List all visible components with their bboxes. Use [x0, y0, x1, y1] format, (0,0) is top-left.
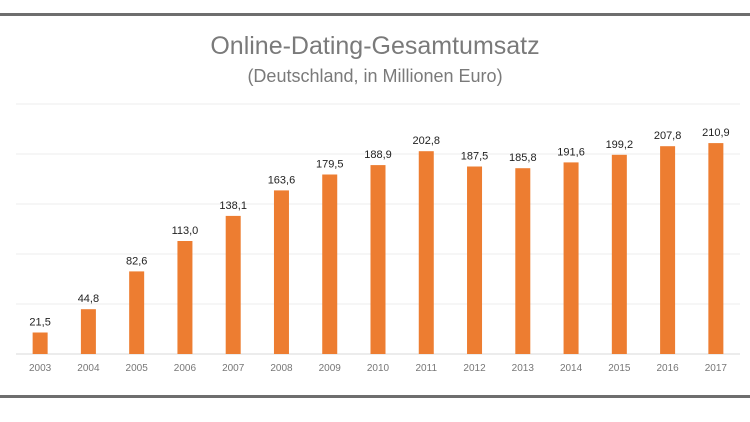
x-tick-label: 2006: [174, 363, 197, 374]
bar-2015: [611, 154, 627, 354]
x-tick-label: 2004: [77, 363, 100, 374]
top-divider: [0, 13, 750, 16]
data-label: 82,6: [126, 255, 147, 267]
bar-2007: [225, 215, 241, 354]
x-tick-label: 2003: [29, 363, 52, 374]
data-label: 199,2: [606, 139, 634, 151]
bar-2008: [273, 190, 289, 354]
bar-2004: [80, 309, 96, 354]
bar-2003: [32, 332, 48, 354]
x-tick-label: 2007: [222, 363, 245, 374]
bar-2010: [370, 165, 386, 354]
data-label: 179,5: [316, 159, 344, 171]
x-tick-label: 2013: [512, 363, 535, 374]
bar-2005: [129, 271, 145, 354]
data-label: 207,8: [654, 130, 682, 142]
data-label: 185,8: [509, 152, 537, 164]
bottom-divider: [0, 395, 750, 398]
bar-2013: [515, 168, 531, 354]
x-tick-label: 2009: [319, 363, 342, 374]
x-tick-label: 2015: [608, 363, 631, 374]
bar-2006: [177, 241, 193, 354]
data-label: 138,1: [219, 200, 247, 212]
x-tick-label: 2012: [463, 363, 486, 374]
data-label: 210,9: [702, 127, 730, 139]
data-label: 187,5: [461, 151, 489, 163]
chart-subtitle: (Deutschland, in Millionen Euro): [247, 66, 503, 86]
bar-2009: [322, 174, 338, 354]
x-tick-label: 2010: [367, 363, 390, 374]
x-tick-label: 2011: [416, 363, 438, 374]
data-label: 163,6: [268, 174, 296, 186]
x-tick-label: 2017: [705, 363, 728, 374]
data-label: 44,8: [78, 293, 99, 305]
bar-2017: [708, 143, 724, 354]
data-label: 191,6: [557, 146, 585, 158]
x-tick-label: 2016: [656, 363, 679, 374]
chart-title: Online-Dating-Gesamtumsatz: [210, 32, 540, 60]
data-label: 188,9: [364, 149, 392, 161]
x-tick-label: 2014: [560, 363, 583, 374]
bar-2016: [660, 146, 676, 354]
x-tick-label: 2008: [270, 363, 293, 374]
x-tick-label: 2005: [126, 363, 149, 374]
bar-2012: [467, 166, 483, 354]
bar-2011: [418, 151, 434, 354]
data-label: 113,0: [172, 225, 199, 237]
data-label: 21,5: [29, 317, 50, 329]
bar-2014: [563, 162, 579, 354]
data-label: 202,8: [413, 135, 441, 147]
